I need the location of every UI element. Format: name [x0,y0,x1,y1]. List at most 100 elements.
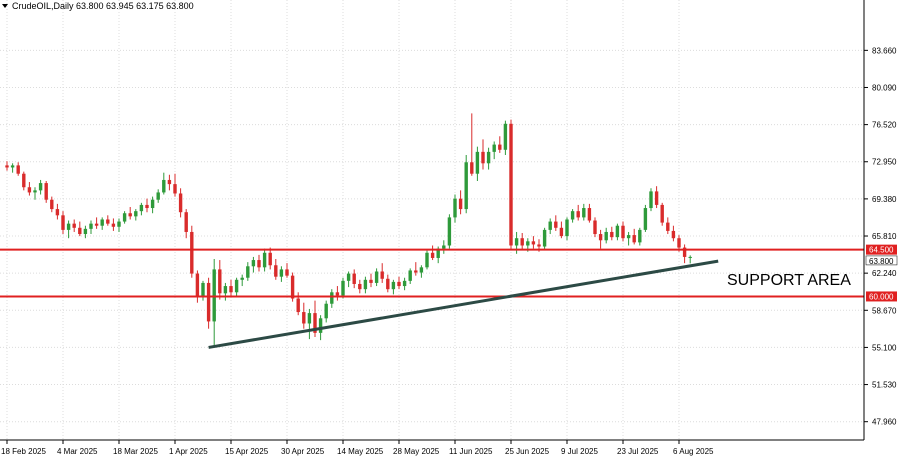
candle [397,276,401,290]
candle [279,266,284,282]
candle [632,228,636,245]
candle-body [162,179,166,193]
candle-body [10,165,15,168]
last-price-label: 63.800 [869,257,894,266]
time-tick-label: 1 Apr 2025 [169,447,208,456]
candle-body [318,318,323,333]
time-tick-label: 4 Mar 2025 [57,447,98,456]
time-tick-label: 18 Feb 2025 [1,447,46,456]
candle-body [178,193,183,213]
price-tick-label: 47.960 [872,418,897,427]
candle-body [50,199,54,210]
candle-body [61,215,65,230]
candle [195,270,200,303]
candle-body [498,144,502,150]
candle-body [257,260,261,268]
candle-body [666,222,670,231]
candle [509,119,513,250]
candle-body [654,191,659,205]
candle [666,217,670,235]
candle [324,300,328,323]
candle [380,263,384,283]
price-tick-label: 83.660 [872,46,897,55]
candle-body [671,230,676,239]
candle [408,268,412,284]
candle [391,279,396,295]
candle-body [296,298,300,313]
time-tick-label: 15 Apr 2025 [225,447,269,456]
candle-body [559,227,564,237]
time-tick-label: 23 Jul 2025 [617,447,659,456]
candle-body [313,313,317,333]
time-tick-label: 30 Apr 2025 [281,447,325,456]
candle [358,279,362,294]
candle [369,273,373,288]
candle-body [369,279,373,283]
candle-body [139,204,144,212]
candle-body [514,238,519,246]
candle-body [358,283,362,290]
candle [447,214,452,249]
candle [234,277,239,297]
candle [223,282,228,301]
candle [475,146,480,181]
candle [598,229,603,249]
candle [453,194,457,223]
candle-body [402,280,407,287]
candle [83,225,88,239]
candle-body [156,192,160,200]
price-tick-label: 69.380 [872,195,897,204]
candle-body [352,273,356,284]
candle-body [307,313,312,324]
candle-body [542,229,547,247]
dropdown-triangle-icon[interactable] [2,4,8,8]
candle-body [486,151,491,164]
candle [660,202,664,226]
candle-body [565,219,569,237]
candle-body [184,212,188,232]
candle [274,259,278,280]
candle-body [5,165,9,168]
candle [307,308,312,340]
candle [257,254,261,272]
candle-body [195,273,200,297]
candle [341,277,345,299]
candle [156,189,160,203]
candle [190,225,194,278]
candle-body [615,225,620,238]
price-level-badge [866,244,897,255]
candle-body [414,270,418,273]
candle [520,233,524,250]
price-badges: 64.500 60.000 63.800 [865,244,898,302]
candle [587,203,592,223]
candle [330,289,334,308]
candle-body [554,221,558,228]
candle [615,223,620,241]
candle-body [626,235,631,239]
candle-body [274,265,278,277]
candle [492,141,496,160]
candle [302,302,306,329]
candle [27,182,32,196]
candle [167,174,172,191]
candle-body [380,271,384,279]
candle-body [677,238,681,248]
candle-body [453,198,457,218]
candle-body [419,267,424,273]
price-axis: 83.660 80.090 76.520 72.950 69.380 65.810 62.2… [864,46,897,427]
support-trendline[interactable] [208,259,719,349]
candle [352,269,356,289]
candle-body [324,303,328,319]
candle-body [425,252,429,268]
candle [139,202,144,216]
candle-body [582,208,586,218]
candle-body [397,281,401,287]
candle-body [134,211,138,217]
candle-body [246,266,250,278]
price-tick-label: 55.100 [872,343,897,352]
candle-body [111,223,116,227]
candle-body [520,238,524,246]
last-price-badge [865,255,898,266]
price-tick-label: 76.520 [872,121,897,130]
candle [50,196,54,213]
